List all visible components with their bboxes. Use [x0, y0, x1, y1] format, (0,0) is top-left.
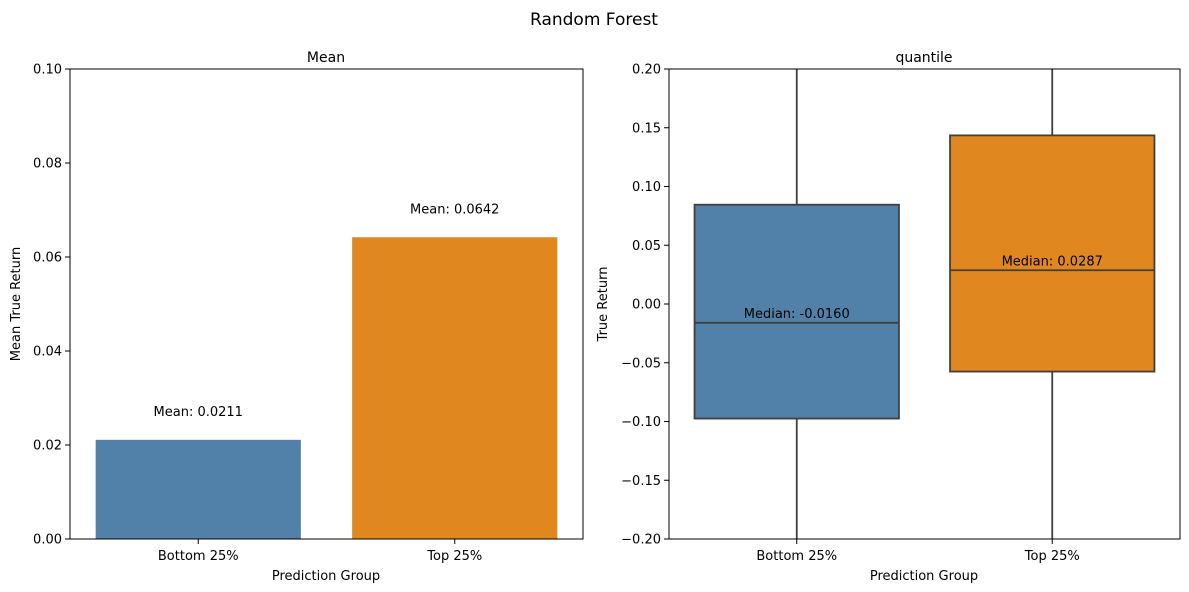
- mean-chart-ylabel: Mean True Return: [9, 247, 24, 361]
- mean-bar-chart: Mean Prediction Group Mean True Return 0…: [9, 50, 584, 584]
- bar-top-25: [352, 237, 558, 539]
- bar-data-label: Mean: 0.0642: [410, 202, 499, 217]
- box-top-25: [949, 134, 1156, 373]
- mean-chart-xlabel: Prediction Group: [272, 569, 380, 584]
- quantile-chart-title: quantile: [895, 50, 952, 66]
- quantile-box-chart: quantile Prediction Group True Return −0…: [596, 50, 1181, 584]
- bar-data-label: Mean: 0.0211: [154, 405, 243, 420]
- mean-ytick-label: 0.00: [33, 533, 62, 548]
- mean-ytick-label: 0.08: [33, 157, 62, 172]
- mean-ytick-label: 0.06: [33, 251, 62, 266]
- quantile-ytick-label: 0.05: [632, 239, 661, 254]
- quantile-ytick-label: −0.20: [621, 533, 661, 548]
- mean-axes-frame: [69, 68, 584, 540]
- quantile-ytick-label: −0.10: [621, 415, 661, 430]
- mean-xtick-label: Bottom 25%: [158, 549, 239, 564]
- mean-xtick-label: Top 25%: [426, 549, 482, 564]
- quantile-chart-ylabel: True Return: [596, 267, 611, 343]
- quantile-xtick-label: Bottom 25%: [756, 549, 837, 564]
- mean-ytick-label: 0.02: [33, 439, 62, 454]
- quantile-chart-xlabel: Prediction Group: [870, 569, 978, 584]
- quantile-xtick-label: Top 25%: [1024, 549, 1080, 564]
- box-bottom-25: [693, 203, 900, 420]
- figure-title: Random Forest: [530, 10, 658, 30]
- quantile-axes-frame: [668, 68, 1181, 540]
- bar-bottom-25: [95, 439, 301, 539]
- mean-ytick-label: 0.04: [33, 345, 62, 360]
- box-median-label: Median: 0.0287: [1002, 254, 1103, 269]
- quantile-ytick-label: 0.00: [632, 298, 661, 313]
- mean-ytick-label: 0.10: [33, 63, 62, 78]
- quantile-ytick-label: 0.20: [632, 63, 661, 78]
- box-median-label: Median: -0.0160: [744, 307, 850, 322]
- quantile-ytick-label: −0.05: [621, 356, 661, 371]
- quantile-ytick-label: 0.10: [632, 180, 661, 195]
- quantile-ytick-label: −0.15: [621, 474, 661, 489]
- mean-chart-title: Mean: [307, 50, 345, 66]
- quantile-ytick-label: 0.15: [632, 121, 661, 136]
